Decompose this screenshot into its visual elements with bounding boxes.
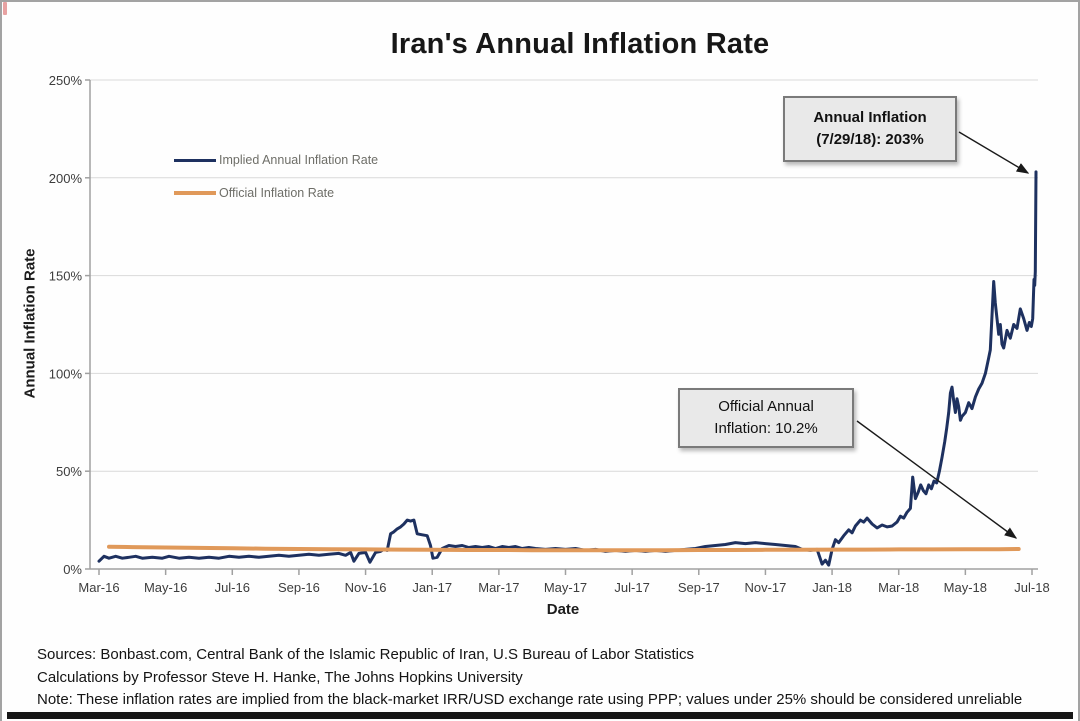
annotation-peak-line2: (7/29/18): 203% <box>816 131 924 148</box>
x-tick-label: May-17 <box>544 580 587 595</box>
footer: Sources: Bonbast.com, Central Bank of th… <box>37 644 1022 712</box>
chart-title: Iran's Annual Inflation Rate <box>390 28 770 60</box>
implied-inflation-line <box>97 170 1038 567</box>
legend-item-implied: Implied Annual Inflation Rate <box>174 150 378 170</box>
y-tick-label: 200% <box>49 171 83 186</box>
annotation-peak-line1: Annual Inflation <box>813 109 927 127</box>
annotation-arrow-peak <box>958 131 1030 174</box>
corner-artifact <box>3 2 7 15</box>
plot-area: 0% 50% 100% 150% 200% 250% Mar-16 May-16 Jul-16 S… <box>49 73 1050 595</box>
legend-item-official: Official Inflation Rate <box>174 183 378 203</box>
x-tick-label: Jan-17 <box>412 580 452 595</box>
x-tick-label: Jul-18 <box>1014 580 1049 595</box>
annotation-official-line1: Official Annual <box>718 398 814 416</box>
x-tick-label: Nov-16 <box>345 580 387 595</box>
implied-line-swatch <box>174 158 216 162</box>
legend-label-official: Official Inflation Rate <box>219 186 335 200</box>
x-tick-label: Nov-17 <box>744 580 786 595</box>
official-line-swatch <box>174 191 216 195</box>
bottom-border-bar <box>7 712 1073 719</box>
legend-label-implied: Implied Annual Inflation Rate <box>219 153 379 167</box>
x-tick-label: Mar-16 <box>78 580 119 595</box>
x-tick-label: Jul-17 <box>614 580 649 595</box>
footer-note: Note: These inflation rates are implied … <box>37 691 1023 708</box>
x-tick-label: Sep-17 <box>678 580 720 595</box>
annotation-official-callout: Official Annual Inflation: 10.2% <box>678 388 854 448</box>
official-inflation-line <box>107 544 1021 553</box>
x-tick-label: Sep-16 <box>278 580 320 595</box>
footer-calculations: Calculations by Professor Steve H. Hanke… <box>37 668 523 686</box>
x-tick-label: Mar-17 <box>478 580 519 595</box>
x-tick-label: May-18 <box>944 580 987 595</box>
x-axis-title: Date <box>546 601 580 618</box>
y-tick-label: 100% <box>49 366 83 381</box>
y-tick-label: 50% <box>56 464 82 479</box>
x-tick-label: Jul-16 <box>215 580 250 595</box>
annotation-peak-callout: Annual Inflation (7/29/18): 203% <box>783 96 957 162</box>
footer-sources: Sources: Bonbast.com, Central Bank of th… <box>37 646 694 663</box>
x-tick-label: May-16 <box>144 580 187 595</box>
x-tick-label: Mar-18 <box>878 580 919 595</box>
annotation-official-line2: Inflation: 10.2% <box>714 420 818 437</box>
annotation-arrow-official <box>856 420 1018 539</box>
y-tick-label: 250% <box>49 73 83 88</box>
x-tick-label: Jan-18 <box>812 580 852 595</box>
y-tick-label: 150% <box>49 269 83 284</box>
y-tick-label: 0% <box>63 562 82 577</box>
legend: Implied Annual Inflation Rate Official I… <box>174 150 378 216</box>
